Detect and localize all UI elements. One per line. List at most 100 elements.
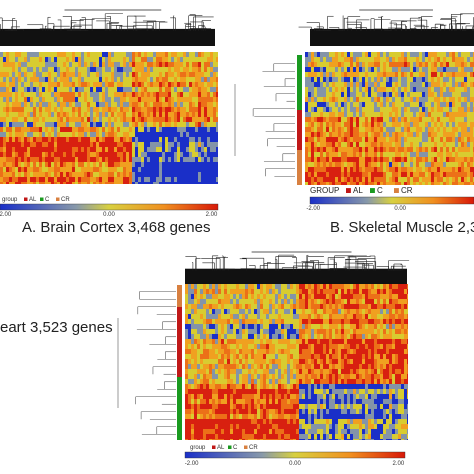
heat-cell [48, 132, 51, 137]
heat-cell [383, 334, 386, 339]
heat-cell [263, 294, 266, 299]
heat-cell [36, 97, 39, 102]
heat-cell [383, 87, 386, 92]
heat-cell [266, 309, 269, 314]
heat-cell [204, 152, 207, 157]
heat-cell [216, 92, 218, 97]
heat-cell [189, 57, 192, 62]
heat-cell [323, 339, 326, 344]
heat-cell [359, 67, 362, 72]
heat-cell [156, 72, 159, 77]
heat-cell [138, 182, 141, 184]
heat-cell [90, 117, 93, 122]
heat-cell [455, 147, 458, 152]
heat-cell [174, 52, 177, 57]
heat-cell [416, 137, 419, 142]
heat-cell [374, 304, 377, 309]
heat-cell [455, 97, 458, 102]
heat-cell [335, 152, 338, 157]
heat-cell [162, 72, 165, 77]
heat-cell [198, 172, 201, 177]
heat-cell [78, 92, 81, 97]
heat-cell [114, 107, 117, 112]
heat-cell [57, 112, 60, 117]
heat-cell [213, 142, 216, 147]
heat-cell [188, 324, 191, 329]
heat-cell [21, 82, 24, 87]
heat-cell [183, 72, 186, 77]
heat-cell [326, 107, 329, 112]
heat-cell [422, 132, 425, 137]
heat-cell [239, 339, 242, 344]
heat-cell [305, 314, 308, 319]
heat-cell [353, 162, 356, 167]
heat-cell [75, 147, 78, 152]
heat-cell [314, 117, 317, 122]
heat-cell [251, 314, 254, 319]
heat-cell [281, 339, 284, 344]
heat-cell [39, 182, 42, 184]
heat-cell [63, 112, 66, 117]
heat-cell [93, 172, 96, 177]
heat-cell [377, 157, 380, 162]
heat-cell [302, 289, 305, 294]
heat-cell [105, 132, 108, 137]
heat-cell [165, 167, 168, 172]
heat-cell [183, 62, 186, 67]
heat-cell [386, 117, 389, 122]
dendrogram-leaves [185, 268, 407, 284]
heat-cell [201, 177, 204, 182]
heat-cell [224, 284, 227, 289]
heat-cell [30, 167, 33, 172]
heat-cell [401, 304, 404, 309]
heat-cell [470, 52, 473, 57]
heat-cell [248, 329, 251, 334]
heat-cell [383, 142, 386, 147]
heat-cell [0, 142, 3, 147]
heat-cell [242, 299, 245, 304]
heat-cell [114, 52, 117, 57]
heat-cell [150, 147, 153, 152]
heat-cell [431, 117, 434, 122]
heat-cell [266, 294, 269, 299]
heat-cell [0, 87, 3, 92]
heat-cell [180, 117, 183, 122]
heat-cell [455, 172, 458, 177]
heat-cell [371, 167, 374, 172]
heat-cell [365, 117, 368, 122]
heat-cell [165, 162, 168, 167]
heat-cell [359, 112, 362, 117]
heat-cell [299, 329, 302, 334]
heat-cell [162, 157, 165, 162]
heat-cell [45, 127, 48, 132]
heat-cell [407, 304, 408, 309]
heat-cell [440, 152, 443, 157]
legend-swatch [370, 188, 375, 193]
heat-cell [413, 157, 416, 162]
heat-cell [341, 152, 344, 157]
heat-cell [183, 82, 186, 87]
heat-cell [368, 67, 371, 72]
heat-cell [84, 172, 87, 177]
heat-cell [257, 334, 260, 339]
heat-cell [323, 324, 326, 329]
heat-cell [389, 339, 392, 344]
heat-cell [204, 147, 207, 152]
heat-cell [395, 57, 398, 62]
heat-cell [350, 349, 353, 354]
heat-cell [407, 142, 410, 147]
heat-cell [197, 334, 200, 339]
heat-cell [389, 167, 392, 172]
heat-cell [350, 319, 353, 324]
heat-cell [12, 152, 15, 157]
heat-cell [69, 142, 72, 147]
heat-cell [3, 77, 6, 82]
heat-cell [206, 344, 209, 349]
heat-cell [350, 82, 353, 87]
heat-cell [195, 82, 198, 87]
heat-cell [386, 97, 389, 102]
heat-cell [458, 57, 461, 62]
heat-cell [281, 284, 284, 289]
heat-cell [329, 177, 332, 182]
heat-cell [359, 82, 362, 87]
